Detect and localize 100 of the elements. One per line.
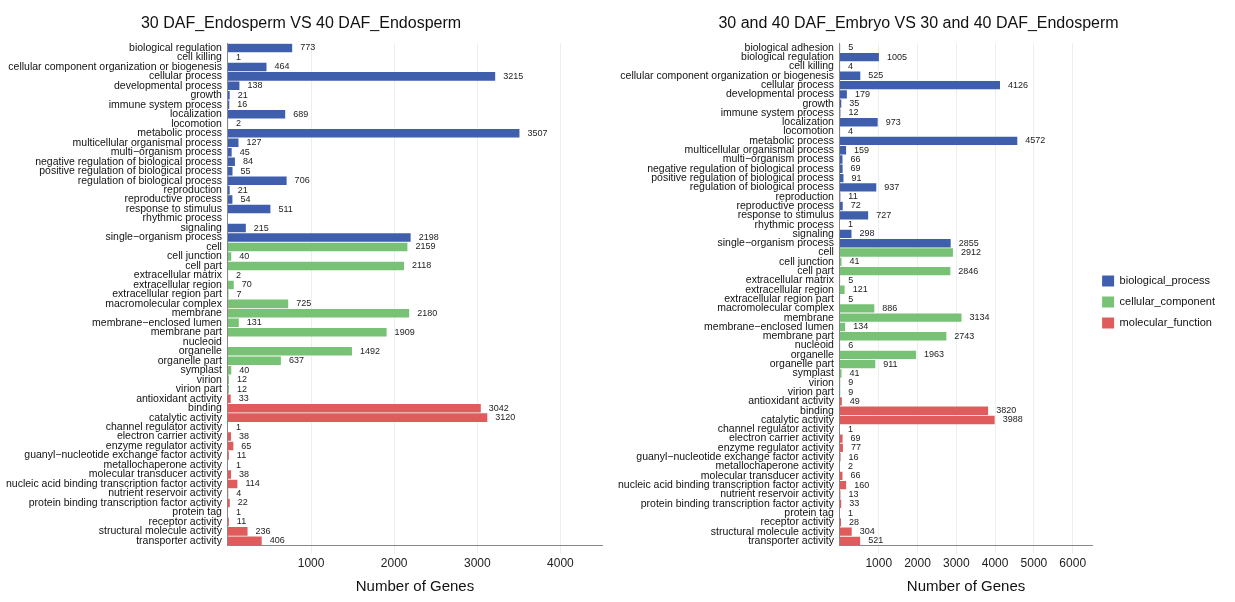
data-label: 637 [288,355,304,366]
data-label: 1 [847,507,853,518]
data-label: 40 [239,364,250,375]
data-label: 41 [849,256,860,267]
data-label: 4572 [1025,135,1046,146]
data-label: 131 [246,317,262,328]
data-label: 9 [848,377,854,388]
data-label: 134 [853,321,869,332]
x-tick-label: 2000 [380,556,408,571]
y-tick-label: cell [206,239,222,252]
data-label: 2 [236,118,242,129]
bar [839,52,879,62]
data-label: 2159 [415,241,436,252]
data-label: 4 [848,60,854,71]
data-label: 21 [237,89,248,100]
data-label: 69 [850,433,861,444]
data-label: 66 [850,153,861,164]
data-label: 66 [850,470,861,481]
data-label: 38 [239,468,250,479]
data-label: 725 [296,298,312,309]
data-label: 6 [848,340,854,351]
data-label: 2 [236,269,242,280]
data-label: 11 [848,191,858,202]
data-label: 12 [848,107,859,118]
data-label: 5 [848,293,854,304]
data-label: 160 [854,479,870,490]
data-label: 4 [848,126,854,137]
data-label: 33 [849,498,860,509]
data-label: 3820 [996,405,1017,416]
data-label: 215 [253,222,269,233]
data-label: 1 [847,423,853,434]
data-label: 45 [239,146,250,157]
data-label: 11 [236,450,247,461]
x-tick-label: 3000 [463,556,491,571]
x-axis-title: Number of Genes [355,577,475,595]
data-label: 21 [237,184,248,195]
data-label: 70 [241,279,252,290]
data-label: 304 [859,526,875,537]
data-label: 22 [237,497,248,508]
data-label: 91 [851,172,862,183]
data-label: 7 [236,288,242,299]
data-label: 55 [240,165,251,176]
data-label: 5 [848,42,854,53]
data-label: 689 [293,108,309,119]
data-label: 773 [300,42,316,53]
x-tick-label: 6000 [1059,556,1087,571]
data-label: 13 [848,488,859,499]
data-label: 11 [236,516,247,527]
data-label: 72 [850,200,861,211]
legend-label: molecular_function [1119,316,1212,329]
x-tick-label: 3000 [942,556,970,571]
y-tick-label: organelle [790,347,835,360]
data-label: 54 [240,194,251,205]
data-label: 1963 [924,349,945,360]
y-tick-label: rhythmic process [754,217,834,230]
data-label: 38 [239,431,250,442]
chart-title: 30 and 40 DAF_Embryo VS 30 and 40 DAF_Endosperm [718,14,1119,33]
x-tick-label: 1000 [865,556,893,571]
data-label: 521 [868,535,884,546]
data-label: 3988 [1002,414,1023,425]
data-label: 114 [245,478,260,489]
data-label: 5 [848,274,854,285]
data-label: 16 [237,99,248,110]
y-tick-label: biological adhesion [744,40,835,53]
data-label: 973 [885,116,901,127]
data-label: 911 [883,358,898,369]
data-label: 40 [239,250,250,261]
data-label: 1005 [886,51,907,62]
legend-label: cellular_component [1119,295,1215,308]
data-label: 4 [236,487,242,498]
x-tick-label: 4000 [547,556,575,571]
data-label: 3042 [488,402,509,413]
bar [839,118,878,127]
data-label: 937 [884,181,900,192]
chart-title: 30 DAF_Endosperm VS 40 DAF_Endosperm [140,14,462,33]
data-label: 3507 [527,127,548,138]
y-tick-label: biological regulation [129,40,223,53]
data-label: 179 [854,88,870,99]
data-label: 65 [241,440,252,451]
data-label: 41 [849,367,860,378]
data-label: 84 [242,156,253,167]
x-axis-title: Number of Genes [906,577,1026,595]
data-label: 77 [850,442,861,453]
data-label: 69 [850,163,861,174]
data-label: 28 [849,516,860,527]
data-label: 16 [848,451,859,462]
data-label: 1 [236,51,242,62]
data-label: 3215 [503,70,524,81]
bar [839,285,845,294]
data-label: 159 [854,144,870,155]
x-tick-label: 4000 [981,556,1009,571]
data-label: 236 [255,525,271,536]
data-label: 9 [848,386,854,397]
data-label: 1 [236,506,242,517]
data-label: 886 [882,302,898,313]
data-label: 1 [847,219,853,230]
y-tick-label: locomotion [783,124,835,137]
data-label: 1 [236,421,242,432]
data-label: 12 [236,374,247,385]
data-label: 2855 [958,237,979,248]
